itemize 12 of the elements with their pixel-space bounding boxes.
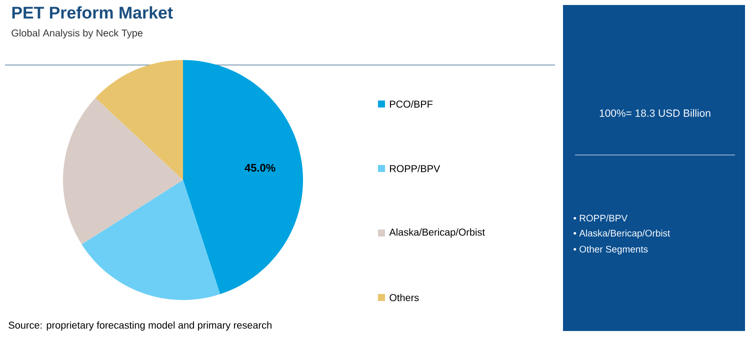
data-label: 45.0%	[244, 164, 276, 172]
legend-label: Others	[390, 294, 419, 302]
text: • Alaska/Bericap/Orbist	[574, 230, 670, 238]
text: • Other Segments	[574, 246, 648, 254]
text: 100%= 18.3 USD Billion	[600, 109, 710, 117]
legend-label: ROPP/BPV	[390, 164, 440, 172]
source-note: Source: proprietary forecasting model and primary research	[8, 321, 272, 331]
chart-title: PET Preform Market	[12, 6, 173, 19]
legend-label: PCO/BPF	[390, 100, 433, 108]
text: • ROPP/BPV	[574, 214, 628, 222]
chart-subtitle: Global Analysis by Neck Type	[12, 29, 143, 38]
legend-label: Alaska/Bericap/Orbist	[389, 228, 485, 238]
